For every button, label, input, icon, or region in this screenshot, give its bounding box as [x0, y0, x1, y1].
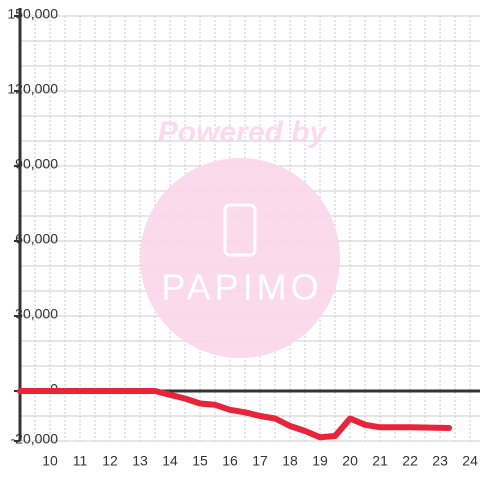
- x-tick-label: 24: [462, 453, 478, 469]
- y-tick-label: 120,000: [7, 81, 58, 97]
- x-tick-label: 21: [372, 453, 388, 469]
- x-tick-label: 10: [42, 453, 58, 469]
- watermark: Powered by PAPIMO: [140, 116, 340, 358]
- watermark-circle: [140, 158, 340, 358]
- x-tick-label: 17: [252, 453, 268, 469]
- watermark-logo: PAPIMO: [161, 267, 322, 308]
- x-tick-label: 23: [432, 453, 448, 469]
- x-tick-label: 15: [192, 453, 208, 469]
- x-tick-label: 16: [222, 453, 238, 469]
- y-tick-label: 90,000: [15, 156, 58, 172]
- x-tick-label: 20: [342, 453, 358, 469]
- x-tick-label: 14: [162, 453, 178, 469]
- y-tick-label: -20,000: [11, 431, 59, 447]
- x-tick-label: 12: [102, 453, 118, 469]
- x-tick-label: 19: [312, 453, 328, 469]
- line: [17, 388, 453, 441]
- x-tick-label: 18: [282, 453, 298, 469]
- watermark-icon: [223, 203, 257, 257]
- x-tick-label: 11: [73, 453, 88, 469]
- y-tick-label: 30,000: [15, 306, 58, 322]
- y-tick-label: 60,000: [15, 231, 58, 247]
- x-tick-label: 13: [132, 453, 148, 469]
- watermark-text: Powered by: [158, 116, 328, 149]
- y-tick-label: 150,000: [7, 6, 58, 22]
- x-tick-label: 22: [402, 453, 418, 469]
